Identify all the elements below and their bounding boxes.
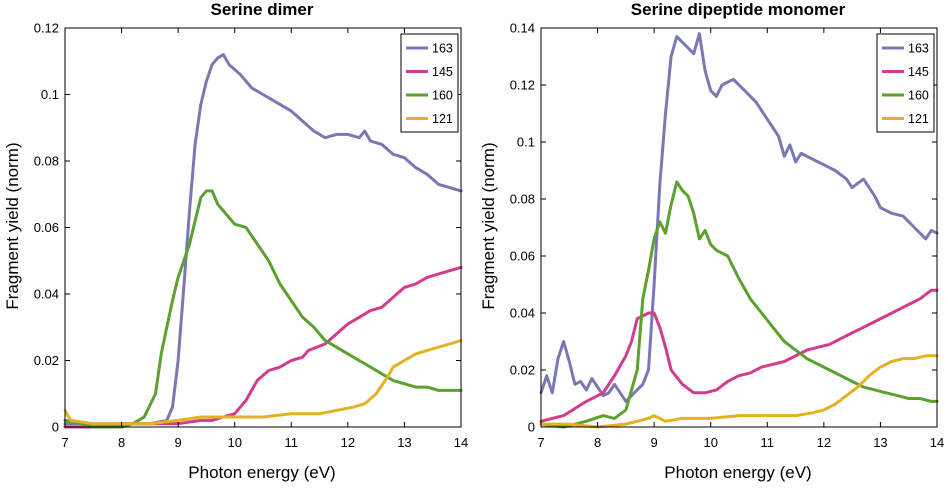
series-line-121 [63,339,463,426]
y-tick-label: 0.06 [510,249,535,264]
x-tick-label: 14 [454,435,468,450]
y-tick-label: 0.06 [34,220,59,235]
x-tick-label: 11 [285,435,299,450]
y-tick-label: 0.1 [517,135,535,150]
series-line-163 [539,32,939,403]
legend-label-121: 121 [908,112,929,126]
y-tick-label: 0 [528,420,535,435]
legend-label-160: 160 [432,89,453,103]
legend-label-163: 163 [908,42,929,56]
series-line-145 [539,288,939,423]
x-tick-label: 9 [651,435,658,450]
series-line-160 [539,180,939,429]
y-tick-label: 0.08 [510,192,535,207]
legend-label-145: 145 [908,65,929,79]
y-tick-label: 0.02 [34,353,59,368]
legend-label-163: 163 [432,42,453,56]
y-tick-label: 0.12 [510,78,535,93]
chart-title: Serine dimer [211,0,314,19]
series-line-121 [539,354,939,429]
x-tick-label: 9 [175,435,182,450]
legend-label-160: 160 [908,89,929,103]
x-tick-label: 13 [873,435,887,450]
x-tick-label: 8 [118,435,125,450]
legend-box [876,33,935,133]
series-line-145 [63,265,463,429]
series-line-160 [63,189,463,429]
x-axis-label: Photon energy (eV) [664,463,811,482]
chart-serine-dimer: Serine dimer Photon energy (eV) Fragment… [3,0,468,482]
axes-frame [540,27,938,428]
x-tick-label: 14 [930,435,944,450]
y-tick-label: 0 [52,420,59,435]
legend-box [400,33,459,133]
x-tick-label: 12 [341,435,355,450]
legend-label-121: 121 [432,112,453,126]
x-tick-label: 10 [703,435,717,450]
chart-title: Serine dipeptide monomer [631,0,846,19]
y-tick-label: 0.14 [510,21,535,36]
y-tick-label: 0.12 [34,21,59,36]
x-tick-label: 7 [61,435,68,450]
x-tick-label: 11 [761,435,775,450]
x-tick-label: 10 [227,435,241,450]
y-tick-label: 0.02 [510,363,535,378]
y-axis-label: Fragment yield (norm) [3,142,22,309]
y-tick-label: 0.04 [510,306,535,321]
x-tick-label: 12 [817,435,831,450]
x-tick-label: 13 [397,435,411,450]
y-tick-label: 0.04 [34,287,59,302]
x-tick-label: 8 [594,435,601,450]
chart-serine-dipeptide-monomer: Serine dipeptide monomer Photon energy (… [479,0,944,482]
x-tick-label: 7 [537,435,544,450]
legend-label-145: 145 [432,65,453,79]
y-axis-label: Fragment yield (norm) [479,142,498,309]
y-tick-label: 0.08 [34,154,59,169]
x-axis-label: Photon energy (eV) [188,463,335,482]
y-tick-label: 0.1 [41,87,59,102]
series-line-163 [63,53,463,426]
